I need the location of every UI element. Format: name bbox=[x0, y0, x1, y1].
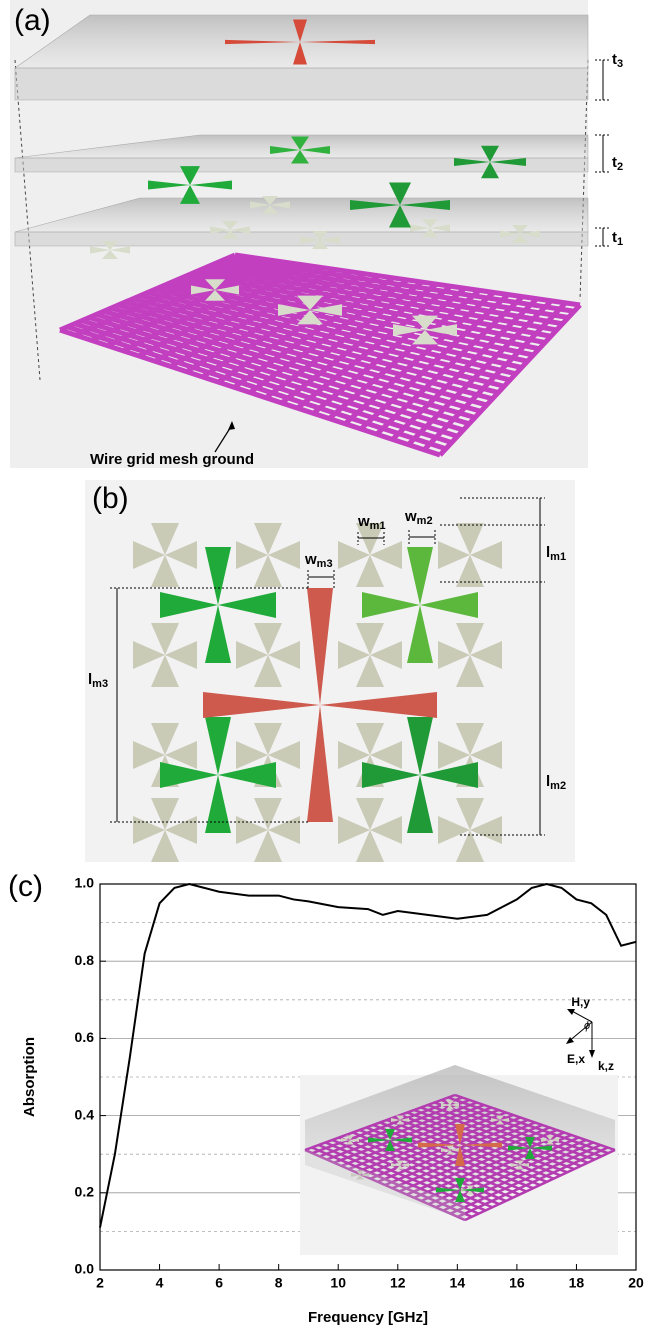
y-tick-label: 0.0 bbox=[75, 1261, 95, 1277]
axis-label-k: k,z bbox=[598, 1059, 614, 1073]
panel-c: 0.0 0.2 0.4 0.6 0.8 1.0 2 4 6 8 10 12 14 16 18 20 bbox=[75, 875, 644, 1291]
thickness-label: t1 bbox=[612, 229, 623, 248]
inset bbox=[300, 1065, 618, 1255]
figure: (a) Wire grid mesh ground t3 t2 t1 (b) w… bbox=[0, 0, 646, 1329]
x-tick-label: 6 bbox=[215, 1275, 223, 1291]
y-tick-label: 0.6 bbox=[75, 1029, 95, 1045]
panel-label: (a) bbox=[14, 4, 51, 37]
x-tick-label: 18 bbox=[569, 1275, 585, 1291]
y-tick-label: 1.0 bbox=[75, 875, 95, 891]
annotation: Wire grid mesh ground bbox=[90, 451, 254, 468]
thickness-label: t3 bbox=[612, 51, 623, 70]
angle-label: ϕ bbox=[584, 1020, 590, 1032]
axis-label-e: E,x bbox=[567, 1052, 585, 1066]
substrate-side bbox=[15, 68, 588, 100]
y-tick-label: 0.4 bbox=[75, 1106, 95, 1122]
x-tick-label: 10 bbox=[330, 1275, 346, 1291]
x-tick-label: 4 bbox=[156, 1275, 164, 1291]
x-tick-label: 2 bbox=[96, 1275, 104, 1291]
coordinate-axes bbox=[566, 1009, 595, 1058]
x-axis-title: Frequency [GHz] bbox=[308, 1309, 428, 1326]
axis-label-h: H,y bbox=[571, 995, 590, 1009]
y-tick-label: 0.8 bbox=[75, 952, 95, 968]
y-axis-title: Absorption bbox=[21, 1037, 38, 1117]
thickness-label: t2 bbox=[612, 154, 623, 173]
arrow-head bbox=[589, 1050, 595, 1058]
x-tick-label: 8 bbox=[275, 1275, 283, 1291]
y-tick-label: 0.2 bbox=[75, 1184, 95, 1200]
page: { "panel_a": { "label": "(a)", "annotati… bbox=[0, 0, 646, 1329]
panel-label: (c) bbox=[8, 870, 43, 903]
x-tick-label: 14 bbox=[450, 1275, 466, 1291]
x-tick-label: 12 bbox=[390, 1275, 406, 1291]
panel-label: (b) bbox=[92, 482, 129, 515]
x-tick-label: 20 bbox=[628, 1275, 644, 1291]
x-tick-label: 16 bbox=[509, 1275, 525, 1291]
